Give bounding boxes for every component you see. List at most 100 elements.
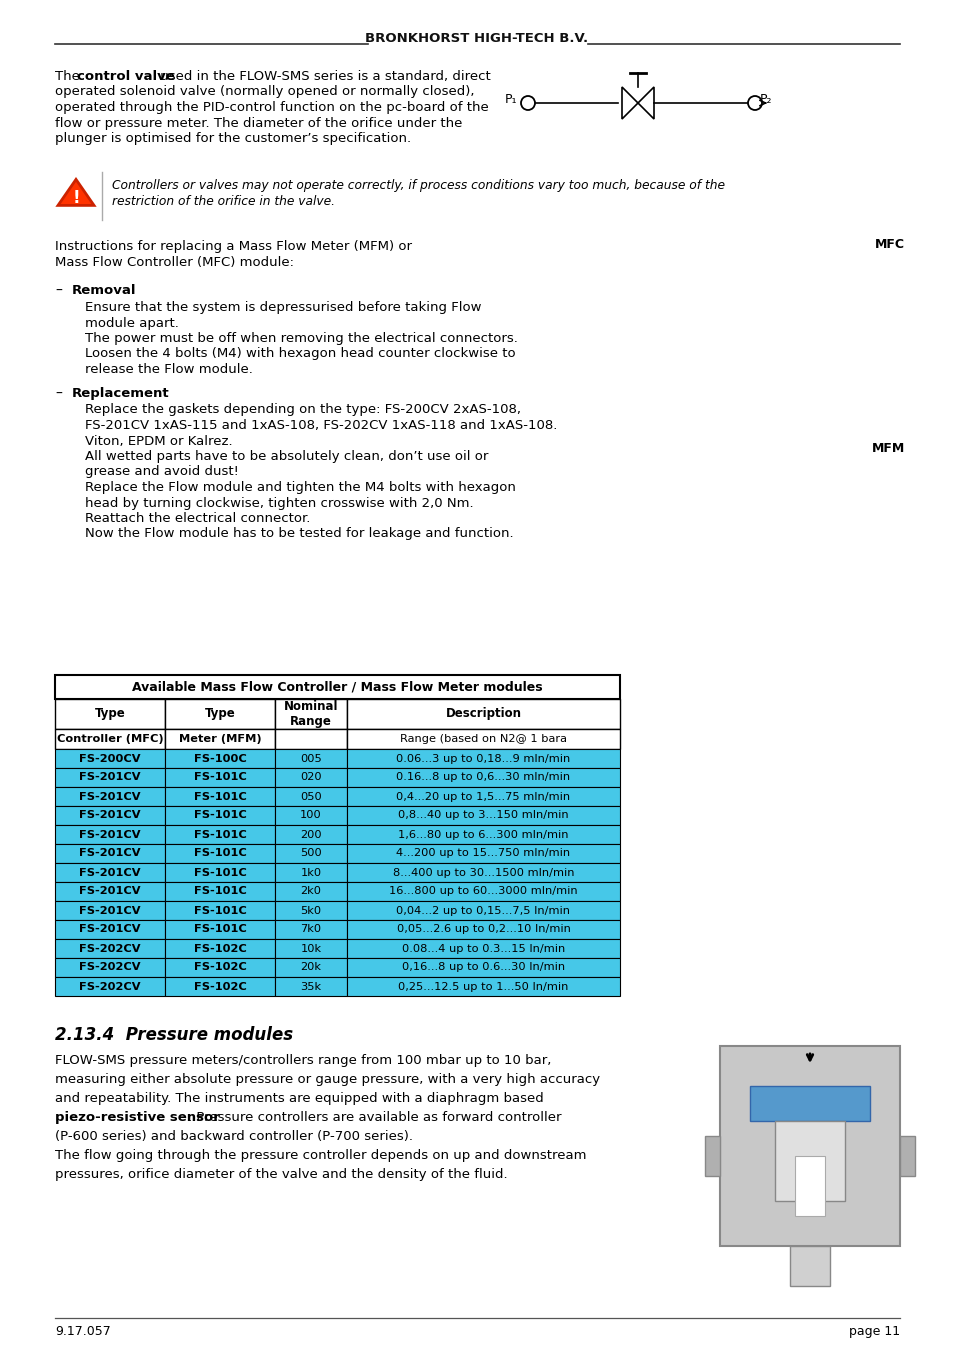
Text: 0.08...4 up to 0.3...15 ln/min: 0.08...4 up to 0.3...15 ln/min xyxy=(401,944,564,953)
Bar xyxy=(274,729,347,749)
Text: –: – xyxy=(55,386,62,401)
Text: FS-201CV: FS-201CV xyxy=(79,868,141,878)
Bar xyxy=(55,787,165,806)
Bar xyxy=(55,729,165,749)
Bar xyxy=(720,1046,899,1246)
Text: The: The xyxy=(55,70,84,82)
Bar xyxy=(165,825,274,844)
Bar xyxy=(165,882,274,900)
Bar xyxy=(274,806,347,825)
Text: 500: 500 xyxy=(300,849,321,859)
Bar xyxy=(55,806,165,825)
Text: 8...400 up to 30...1500 mln/min: 8...400 up to 30...1500 mln/min xyxy=(393,868,574,878)
Text: Mass Flow Controller (MFC) module:: Mass Flow Controller (MFC) module: xyxy=(55,256,294,269)
Text: Loosen the 4 bolts (M4) with hexagon head counter clockwise to: Loosen the 4 bolts (M4) with hexagon hea… xyxy=(85,347,515,360)
Text: 0.06...3 up to 0,18...9 mln/min: 0.06...3 up to 0,18...9 mln/min xyxy=(395,753,570,764)
Text: Controller (MFC): Controller (MFC) xyxy=(56,734,163,744)
Text: Instructions for replacing a Mass Flow Meter (MFM) or: Instructions for replacing a Mass Flow M… xyxy=(55,240,412,252)
Bar xyxy=(55,919,165,940)
Bar xyxy=(274,768,347,787)
Bar xyxy=(347,806,619,825)
Text: FS-201CV: FS-201CV xyxy=(79,906,141,915)
Bar xyxy=(274,844,347,863)
Text: 0.16...8 up to 0,6...30 mln/min: 0.16...8 up to 0,6...30 mln/min xyxy=(396,772,570,783)
Text: Now the Flow module has to be tested for leakage and function.: Now the Flow module has to be tested for… xyxy=(85,528,513,540)
Text: 0,04...2 up to 0,15...7,5 ln/min: 0,04...2 up to 0,15...7,5 ln/min xyxy=(396,906,570,915)
Text: 4...200 up to 15...750 mln/min: 4...200 up to 15...750 mln/min xyxy=(396,849,570,859)
Text: FS-201CV: FS-201CV xyxy=(79,887,141,896)
Bar xyxy=(55,977,165,996)
Bar xyxy=(165,900,274,919)
Bar xyxy=(347,787,619,806)
Text: The power must be off when removing the electrical connectors.: The power must be off when removing the … xyxy=(85,332,517,346)
Bar xyxy=(55,749,165,768)
Text: FS-101C: FS-101C xyxy=(193,906,246,915)
Bar xyxy=(165,806,274,825)
Bar xyxy=(347,940,619,958)
Text: Reattach the electrical connector.: Reattach the electrical connector. xyxy=(85,512,310,525)
Bar xyxy=(347,699,619,729)
Bar xyxy=(165,919,274,940)
Text: module apart.: module apart. xyxy=(85,316,179,329)
Text: P₁: P₁ xyxy=(504,93,517,107)
Text: –: – xyxy=(55,284,62,298)
Bar xyxy=(347,749,619,768)
Text: page 11: page 11 xyxy=(848,1324,899,1338)
Text: FS-201CV: FS-201CV xyxy=(79,791,141,802)
Text: 200: 200 xyxy=(300,829,321,840)
Text: 2.13.4  Pressure modules: 2.13.4 Pressure modules xyxy=(55,1026,293,1044)
Text: 0,4...20 up to 1,5...75 mln/min: 0,4...20 up to 1,5...75 mln/min xyxy=(396,791,570,802)
Text: Replacement: Replacement xyxy=(71,386,170,400)
Text: 10k: 10k xyxy=(300,944,321,953)
Bar xyxy=(274,882,347,900)
Text: MFC: MFC xyxy=(874,238,904,251)
Text: FS-101C: FS-101C xyxy=(193,810,246,821)
Text: Nominal
Range: Nominal Range xyxy=(283,701,338,728)
Text: 9.17.057: 9.17.057 xyxy=(55,1324,111,1338)
Text: piezo-resistive sensor: piezo-resistive sensor xyxy=(55,1111,219,1125)
Text: FS-201CV: FS-201CV xyxy=(79,810,141,821)
Text: FS-100C: FS-100C xyxy=(193,753,246,764)
Text: FS-101C: FS-101C xyxy=(193,868,246,878)
Bar xyxy=(274,958,347,977)
Text: 0,8...40 up to 3...150 mln/min: 0,8...40 up to 3...150 mln/min xyxy=(397,810,568,821)
Text: Ensure that the system is depressurised before taking Flow: Ensure that the system is depressurised … xyxy=(85,301,481,315)
Bar xyxy=(789,1246,829,1287)
Text: 2k0: 2k0 xyxy=(300,887,321,896)
Text: 20k: 20k xyxy=(300,963,321,972)
Text: 020: 020 xyxy=(300,772,321,783)
Bar xyxy=(274,919,347,940)
Bar xyxy=(274,940,347,958)
Bar xyxy=(347,977,619,996)
Text: 0,16...8 up to 0.6...30 ln/min: 0,16...8 up to 0.6...30 ln/min xyxy=(401,963,564,972)
Text: grease and avoid dust!: grease and avoid dust! xyxy=(85,466,238,478)
Bar xyxy=(749,1085,869,1120)
Bar xyxy=(347,863,619,882)
Text: operated solenoid valve (normally opened or normally closed),: operated solenoid valve (normally opened… xyxy=(55,85,474,99)
Text: FS-101C: FS-101C xyxy=(193,887,246,896)
Text: FS-200CV: FS-200CV xyxy=(79,753,141,764)
Bar xyxy=(274,749,347,768)
Text: used in the FLOW-SMS series is a standard, direct: used in the FLOW-SMS series is a standar… xyxy=(156,70,490,82)
Polygon shape xyxy=(58,180,94,205)
Bar xyxy=(347,825,619,844)
Bar xyxy=(347,768,619,787)
Text: 16...800 up to 60...3000 mln/min: 16...800 up to 60...3000 mln/min xyxy=(389,887,578,896)
Text: (P-600 series) and backward controller (P-700 series).: (P-600 series) and backward controller (… xyxy=(55,1130,413,1143)
Text: FS-202CV: FS-202CV xyxy=(79,944,141,953)
Bar xyxy=(347,958,619,977)
Bar xyxy=(347,882,619,900)
Text: control valve: control valve xyxy=(77,70,174,82)
Bar xyxy=(347,919,619,940)
Bar xyxy=(165,768,274,787)
Bar xyxy=(55,844,165,863)
Bar xyxy=(165,940,274,958)
Text: plunger is optimised for the customer’s specification.: plunger is optimised for the customer’s … xyxy=(55,132,411,144)
Text: head by turning clockwise, tighten crosswise with 2,0 Nm.: head by turning clockwise, tighten cross… xyxy=(85,497,473,509)
Bar xyxy=(274,787,347,806)
Text: FLOW-SMS pressure meters/controllers range from 100 mbar up to 10 bar,: FLOW-SMS pressure meters/controllers ran… xyxy=(55,1054,551,1067)
Text: 5k0: 5k0 xyxy=(300,906,321,915)
Text: 1k0: 1k0 xyxy=(300,868,321,878)
Bar xyxy=(165,958,274,977)
Text: FS-202CV: FS-202CV xyxy=(79,963,141,972)
